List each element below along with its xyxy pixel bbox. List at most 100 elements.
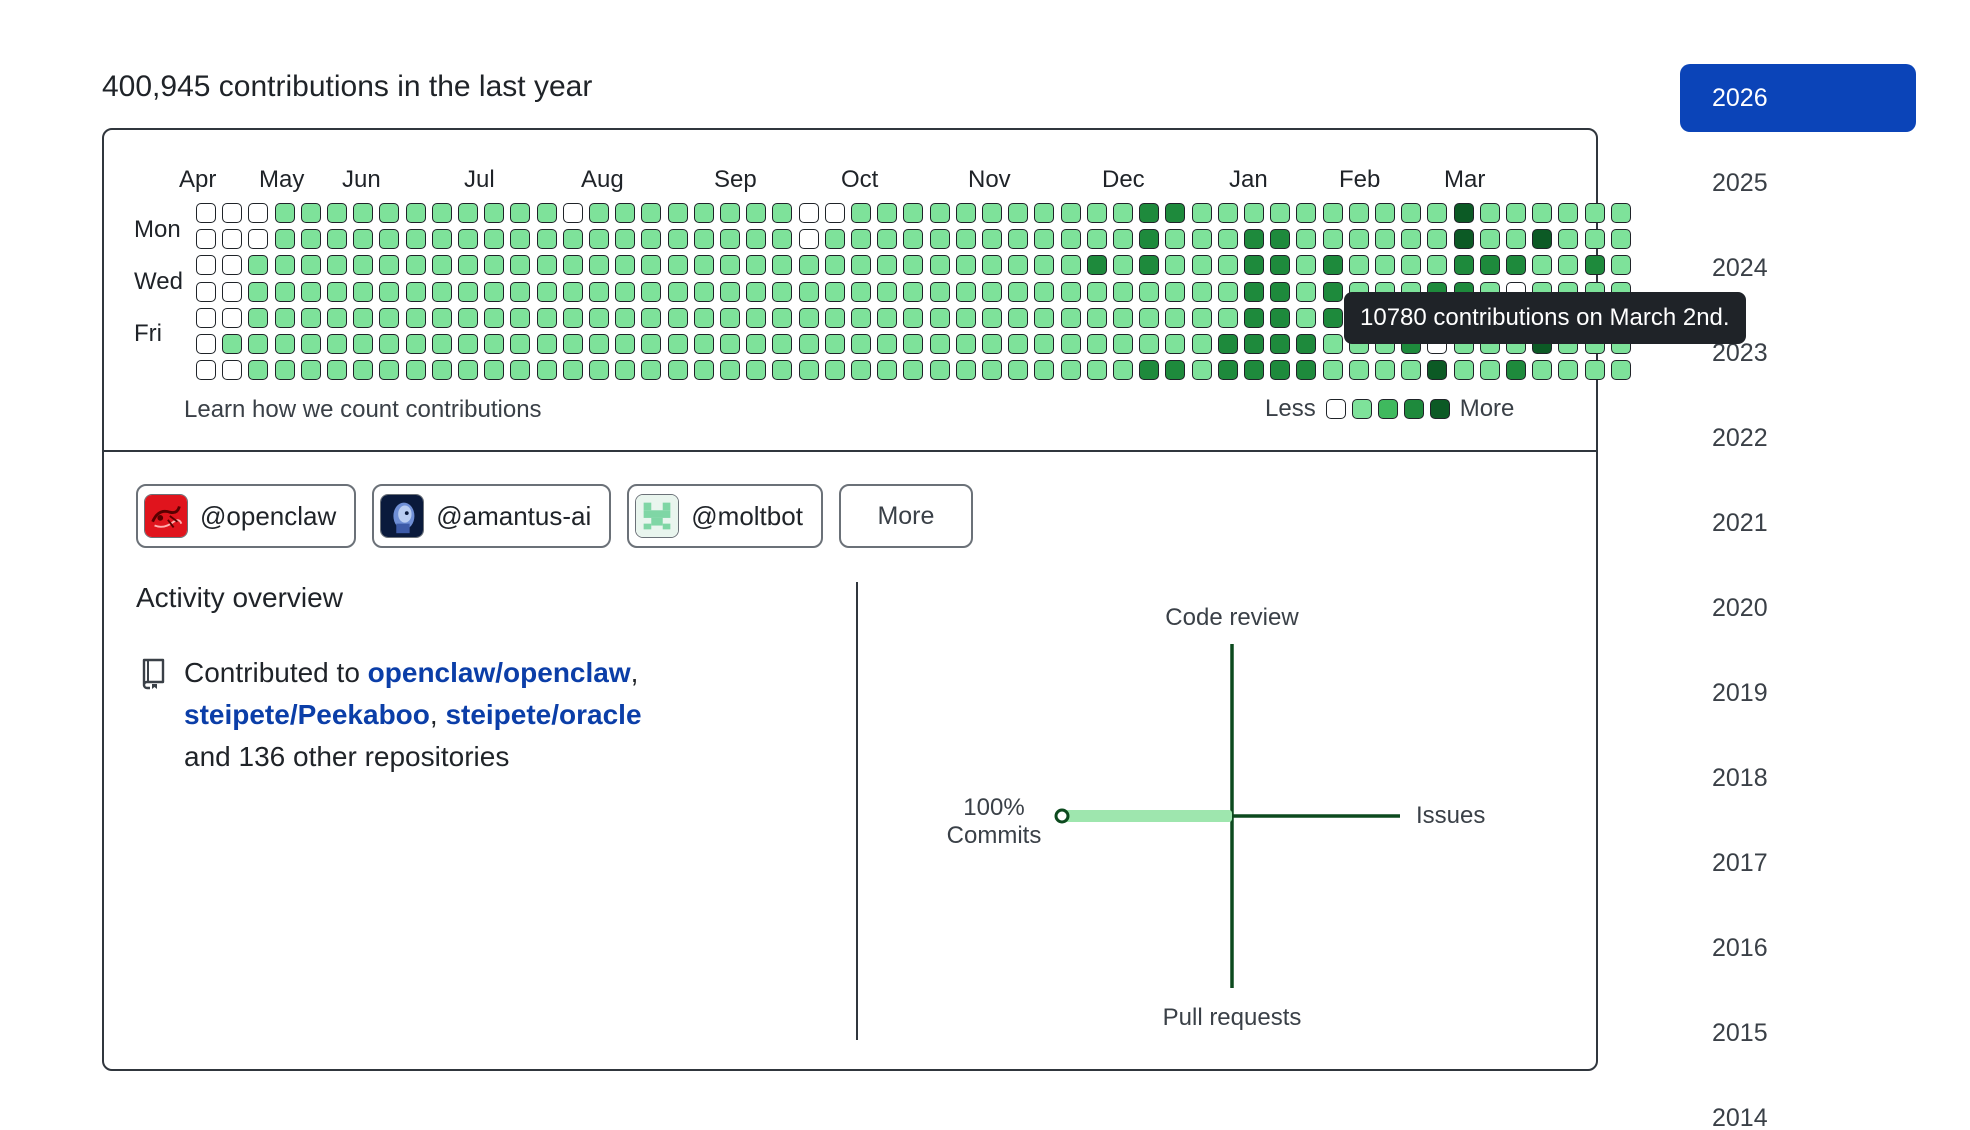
contribution-cell[interactable] — [1165, 229, 1186, 250]
contribution-cell[interactable] — [536, 281, 557, 302]
contribution-cell[interactable] — [196, 334, 216, 354]
contribution-cell[interactable] — [248, 334, 269, 354]
contribution-cell[interactable] — [1008, 334, 1029, 354]
contribution-cell[interactable] — [300, 307, 321, 328]
contribution-cell[interactable] — [431, 281, 452, 302]
contribution-cell[interactable] — [562, 307, 583, 328]
contribution-cell[interactable] — [1453, 360, 1474, 381]
contribution-cell[interactable] — [1270, 281, 1291, 302]
contribution-cell[interactable] — [1270, 255, 1291, 276]
contribution-cell[interactable] — [1322, 307, 1343, 328]
contribution-cell[interactable] — [1479, 203, 1500, 223]
contribution-cell[interactable] — [982, 307, 1002, 328]
contribution-cell[interactable] — [353, 281, 374, 302]
org-button-moltbot[interactable]: @moltbot — [627, 484, 823, 548]
contribution-cell[interactable] — [300, 203, 321, 223]
repo-link-peekaboo[interactable]: steipete/Peekaboo — [184, 699, 430, 730]
contribution-cell[interactable] — [1453, 229, 1474, 250]
contribution-cell[interactable] — [720, 281, 740, 302]
contribution-cell[interactable] — [1270, 307, 1291, 328]
contribution-cell[interactable] — [641, 334, 662, 354]
contribution-cell[interactable] — [353, 255, 374, 276]
year-2022[interactable]: 2022 — [1712, 423, 1768, 452]
contribution-cell[interactable] — [248, 360, 269, 381]
contribution-cell[interactable] — [929, 255, 950, 276]
contribution-cell[interactable] — [274, 307, 295, 328]
contribution-cell[interactable] — [1034, 360, 1055, 381]
contribution-cell[interactable] — [667, 281, 688, 302]
contribution-cell[interactable] — [1139, 281, 1160, 302]
contribution-cell[interactable] — [1427, 229, 1448, 250]
contribution-cell[interactable] — [1034, 281, 1055, 302]
contribution-cell[interactable] — [327, 281, 347, 302]
contribution-cell[interactable] — [222, 255, 243, 276]
contribution-cell[interactable] — [824, 360, 845, 381]
contribution-cell[interactable] — [929, 307, 950, 328]
contribution-cell[interactable] — [746, 334, 767, 354]
contribution-cell[interactable] — [1217, 281, 1238, 302]
contribution-cell[interactable] — [1060, 281, 1081, 302]
contribution-cell[interactable] — [562, 255, 583, 276]
contribution-cell[interactable] — [1401, 229, 1422, 250]
contribution-cell[interactable] — [903, 255, 924, 276]
contribution-cell[interactable] — [693, 307, 714, 328]
contribution-cell[interactable] — [196, 229, 216, 250]
year-2020[interactable]: 2020 — [1712, 593, 1768, 622]
contribution-cell[interactable] — [877, 281, 898, 302]
contribution-cell[interactable] — [1558, 255, 1579, 276]
contribution-cell[interactable] — [1532, 229, 1553, 250]
contribution-cell[interactable] — [222, 229, 243, 250]
year-2025[interactable]: 2025 — [1712, 168, 1768, 197]
year-2015[interactable]: 2015 — [1712, 1018, 1768, 1047]
contribution-cell[interactable] — [903, 360, 924, 381]
contribution-cell[interactable] — [510, 229, 531, 250]
contribution-cell[interactable] — [1322, 281, 1343, 302]
contribution-cell[interactable] — [1244, 229, 1264, 250]
contribution-cell[interactable] — [772, 307, 793, 328]
year-2026[interactable]: 2026 — [1680, 64, 1916, 132]
contribution-cell[interactable] — [1453, 255, 1474, 276]
contribution-cell[interactable] — [851, 307, 871, 328]
contribution-cell[interactable] — [1086, 334, 1107, 354]
contribution-cell[interactable] — [379, 334, 400, 354]
contribution-cell[interactable] — [1401, 360, 1422, 381]
contribution-cell[interactable] — [1113, 203, 1133, 223]
contribution-cell[interactable] — [431, 334, 452, 354]
contribution-cell[interactable] — [484, 229, 505, 250]
contribution-cell[interactable] — [1060, 307, 1081, 328]
contribution-cell[interactable] — [300, 360, 321, 381]
contribution-cell[interactable] — [1217, 203, 1238, 223]
contribution-cell[interactable] — [903, 307, 924, 328]
contribution-cell[interactable] — [196, 281, 216, 302]
contribution-cell[interactable] — [955, 203, 976, 223]
contribution-cell[interactable] — [1296, 360, 1317, 381]
contribution-cell[interactable] — [353, 229, 374, 250]
contribution-cell[interactable] — [851, 229, 871, 250]
contribution-cell[interactable] — [327, 360, 347, 381]
contribution-cell[interactable] — [851, 360, 871, 381]
contribution-cell[interactable] — [1008, 307, 1029, 328]
contribution-cell[interactable] — [720, 334, 740, 354]
contribution-cell[interactable] — [1060, 255, 1081, 276]
contribution-cell[interactable] — [955, 255, 976, 276]
contribution-cell[interactable] — [274, 281, 295, 302]
contribution-cell[interactable] — [877, 307, 898, 328]
contribution-cell[interactable] — [562, 229, 583, 250]
contribution-cell[interactable] — [405, 255, 426, 276]
contribution-cell[interactable] — [536, 360, 557, 381]
year-2021[interactable]: 2021 — [1712, 508, 1768, 537]
contribution-cell[interactable] — [458, 203, 478, 223]
contribution-cell[interactable] — [248, 229, 269, 250]
contribution-cell[interactable] — [405, 203, 426, 223]
contribution-cell[interactable] — [1191, 281, 1212, 302]
contribution-cell[interactable] — [798, 203, 819, 223]
contribution-cell[interactable] — [1506, 255, 1526, 276]
contribution-cell[interactable] — [300, 334, 321, 354]
contribution-cell[interactable] — [824, 281, 845, 302]
contribution-cell[interactable] — [1453, 203, 1474, 223]
contribution-cell[interactable] — [536, 334, 557, 354]
contribution-cell[interactable] — [955, 307, 976, 328]
contribution-cell[interactable] — [458, 307, 478, 328]
contribution-cell[interactable] — [1479, 360, 1500, 381]
contribution-cell[interactable] — [536, 307, 557, 328]
